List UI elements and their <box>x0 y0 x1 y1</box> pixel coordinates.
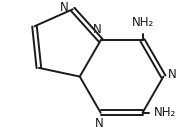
Text: N: N <box>168 68 176 81</box>
Text: N: N <box>60 1 69 14</box>
Text: NH₂: NH₂ <box>154 106 176 119</box>
Text: N: N <box>93 23 102 36</box>
Text: NH₂: NH₂ <box>131 16 154 29</box>
Text: N: N <box>95 117 103 130</box>
